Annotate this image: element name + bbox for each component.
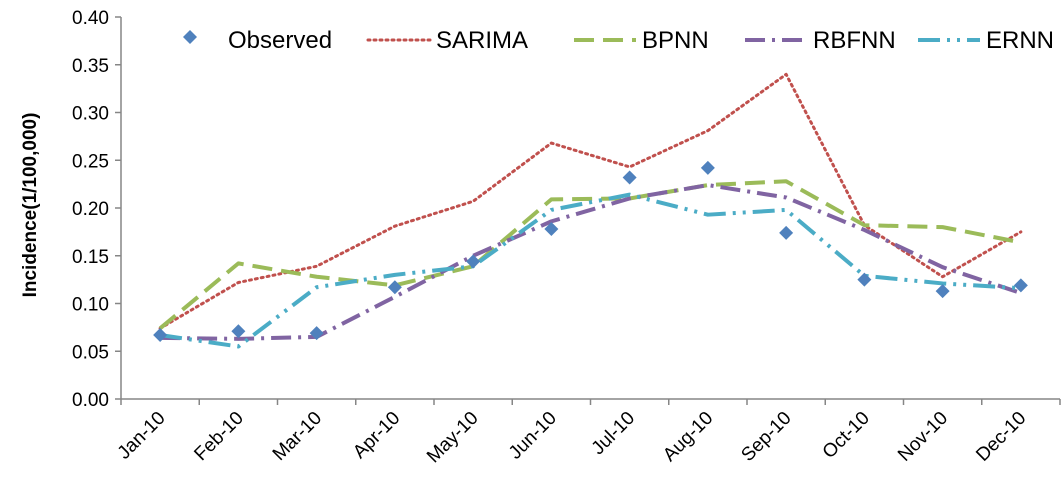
- x-tick-label: Sep-10: [737, 408, 795, 466]
- line-ernn: [159, 192, 1021, 349]
- series-sarima: [158, 72, 1023, 330]
- y-tick-label: 0.20: [72, 199, 109, 220]
- line-sarima: [158, 72, 1023, 330]
- y-tick-label: 0.30: [72, 104, 109, 125]
- data-point-observed: [466, 254, 481, 269]
- line-bpnn: [158, 179, 1022, 330]
- y-tick-label: 0.40: [72, 8, 109, 29]
- legend-item-observed: Observed: [183, 27, 332, 54]
- data-point-observed: [700, 160, 715, 175]
- axes: [115, 16, 1061, 405]
- series-observed: [153, 160, 1028, 343]
- legend: Observed SARIMA BPNN RBFNN ERNN: [183, 27, 1054, 54]
- legend-label: Observed: [228, 27, 332, 54]
- legend-item-ernn: ERNN: [918, 27, 1054, 54]
- legend-item-bpnn: BPNN: [574, 27, 709, 54]
- data-point-observed: [231, 324, 246, 339]
- legend-item-sarima: SARIMA: [366, 27, 528, 54]
- x-tick-labels: Jan-10 Feb-10 Mar-10 Apr-10 May-10 Jun-10 Jul-…: [114, 408, 1031, 468]
- y-tick-labels: 0.00 0.05 0.10 0.15 0.20 0.25 0.30 0.35 0.40: [72, 8, 109, 411]
- x-tick-label: Feb-10: [190, 408, 247, 465]
- x-tick-label: Dec-10: [972, 408, 1030, 466]
- legend-label: BPNN: [642, 27, 709, 54]
- x-tick-label: Apr-10: [349, 408, 404, 463]
- y-tick-label: 0.25: [72, 151, 109, 172]
- data-point-observed: [544, 222, 559, 237]
- data-point-observed: [622, 170, 637, 185]
- y-axis-label: Incidence(1/100,000): [20, 113, 41, 298]
- data-point-observed: [153, 328, 168, 343]
- y-tick-label: 0.10: [72, 295, 109, 316]
- x-tick-label: Jun-10: [505, 408, 561, 464]
- series-bpnn: [158, 179, 1022, 330]
- x-tick-label: Jan-10: [114, 408, 170, 464]
- series-ernn: [159, 192, 1021, 349]
- x-tick-label: Jul-10: [588, 408, 639, 459]
- legend-label: RBFNN: [813, 27, 896, 54]
- legend-item-rbfnn: RBFNN: [745, 27, 896, 54]
- y-tick-label: 0.15: [72, 247, 109, 268]
- x-tick-label: Aug-10: [659, 408, 717, 466]
- y-tick-label: 0.05: [72, 342, 109, 363]
- series-rbfnn: [160, 183, 1022, 341]
- x-tick-label: Mar-10: [269, 408, 326, 465]
- x-tick-label: Nov-10: [894, 408, 952, 466]
- x-tick-label: Oct-10: [819, 408, 874, 463]
- legend-label: ERNN: [986, 27, 1054, 54]
- y-tick-label: 0.00: [72, 390, 109, 411]
- legend-marker: [183, 30, 197, 44]
- data-point-observed: [857, 272, 872, 287]
- data-point-observed: [1013, 278, 1028, 293]
- line-rbfnn: [160, 183, 1022, 341]
- data-point-observed: [387, 280, 402, 295]
- data-point-observed: [935, 284, 950, 299]
- y-tick-label: 0.35: [72, 56, 109, 77]
- legend-label: SARIMA: [436, 27, 528, 54]
- x-tick-label: May-10: [423, 408, 483, 468]
- data-point-observed: [779, 225, 794, 240]
- data-point-observed: [309, 326, 324, 341]
- series-layer: [153, 72, 1028, 349]
